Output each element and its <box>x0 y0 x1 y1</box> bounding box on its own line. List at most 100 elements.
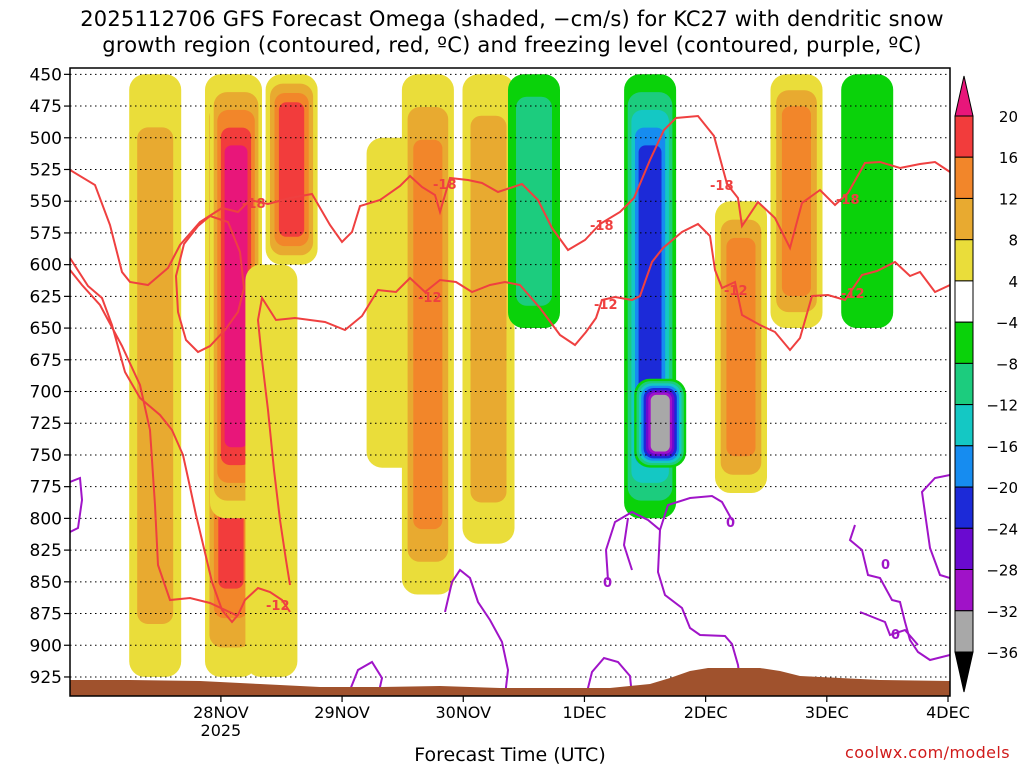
colorbar-swatch <box>954 239 974 282</box>
chart-title: 2025112706 GFS Forecast Omega (shaded, −… <box>0 6 1024 58</box>
y-tick-label: 625 <box>30 287 62 307</box>
colorbar-label: −20 <box>986 479 1018 497</box>
freezing-contour-line <box>859 611 919 646</box>
freezing-contour-line <box>920 474 950 579</box>
colorbar-bottom-arrow <box>954 651 974 693</box>
pressure-gridlines <box>70 73 950 678</box>
colorbar-label: 4 <box>1008 273 1018 291</box>
x-tick-label: 29NOV <box>314 703 370 722</box>
omega-shade-cell <box>278 102 305 237</box>
freezing-contour-labels: 0 0 0 0 <box>603 516 900 643</box>
contour-label: -18 <box>710 179 734 194</box>
freezing-contour-line <box>622 494 733 571</box>
y-tick-label: 675 <box>30 351 62 371</box>
y-tick-label: 500 <box>30 129 62 149</box>
colorbar-label: 16 <box>999 149 1018 167</box>
colorbar-swatch <box>954 610 974 653</box>
freezing-contour-line <box>444 568 510 696</box>
omega-shade-cell <box>137 127 174 625</box>
y-tick-label: 650 <box>30 319 62 339</box>
freezing-contour-line <box>349 660 384 696</box>
x-tick-label: 3DEC <box>805 703 849 722</box>
omega-shade-cell <box>413 139 443 530</box>
colorbar-label: −24 <box>986 520 1018 538</box>
chart-title-line1: 2025112706 GFS Forecast Omega (shaded, −… <box>80 7 944 31</box>
colorbar-label: −4 <box>996 314 1018 332</box>
contour-label: -18 <box>836 193 860 208</box>
colorbar-label: 20 <box>999 108 1018 126</box>
y-tick-label: 875 <box>30 605 62 625</box>
y-tick-label: 550 <box>30 192 62 212</box>
y-axis: 450 475 500 525 550 575 600 625 650 675 700 725 750 7… <box>30 65 70 688</box>
y-tick-label: 800 <box>30 509 62 529</box>
y-tick-label: 925 <box>30 668 62 688</box>
y-tick-label: 475 <box>30 97 62 117</box>
colorbar-label: −12 <box>986 397 1018 415</box>
colorbar-top-arrow <box>954 75 974 117</box>
y-tick-label: 600 <box>30 256 62 276</box>
colorbar-label: −28 <box>986 562 1018 580</box>
omega-shade-cell <box>245 264 298 677</box>
dgz-contour-line <box>70 257 291 624</box>
colorbar-swatch <box>954 445 974 488</box>
x-tick-label: 30NOV <box>435 703 491 722</box>
omega-shade-cell <box>470 115 507 503</box>
contour-label: -18 <box>590 219 614 234</box>
dgz-contour-labels: -18 -18 -18 -18 -18 -12 -12 -12 -12 -12 <box>242 178 865 614</box>
x-tick-label: 4DEC <box>926 703 970 722</box>
contour-label: -12 <box>418 291 442 306</box>
freezing-contour-line <box>848 524 950 662</box>
dgz-contour-line <box>70 114 950 287</box>
omega-shading <box>129 74 894 677</box>
y-tick-label: 825 <box>30 541 62 561</box>
dgz-contour-line <box>256 222 950 586</box>
colorbar-swatch <box>954 486 974 529</box>
colorbar-label: −36 <box>986 644 1018 662</box>
contour-label: -18 <box>433 178 457 193</box>
colorbar-swatch <box>954 198 974 241</box>
freezing-contours <box>70 474 950 696</box>
y-tick-label: 725 <box>30 414 62 434</box>
y-tick-label: 450 <box>30 65 62 85</box>
freezing-contour-line <box>70 476 84 533</box>
colorbar-label: −32 <box>986 603 1018 621</box>
colorbar-swatch <box>954 280 974 323</box>
y-tick-label: 575 <box>30 224 62 244</box>
contour-label: -12 <box>841 287 865 302</box>
freezing-contour-line <box>585 656 633 696</box>
colorbar-swatch <box>954 115 974 158</box>
colorbar-swatch <box>954 569 974 612</box>
colorbar-label: 8 <box>1008 232 1018 250</box>
plot-area: -18 -18 -18 -18 -18 -12 -12 -12 -12 -12 … <box>70 68 950 696</box>
terrain-surface <box>70 668 950 696</box>
dgz-contour-line <box>174 214 246 354</box>
contour-label: 0 <box>603 576 612 591</box>
contour-label: -12 <box>724 284 748 299</box>
colorbar-swatch <box>954 362 974 406</box>
site-credit: coolwx.com/models <box>845 743 1010 762</box>
contour-label: -12 <box>266 599 290 614</box>
chart-title-line2: growth region (contoured, red, ºC) and f… <box>102 33 922 57</box>
colorbar: 20 16 12 8 4 −4 −8 −12 −16 −20 −24 −28 −32 −36 <box>954 75 1018 693</box>
colorbar-swatch <box>954 321 974 364</box>
freezing-contour-line <box>604 510 743 696</box>
x-tick-label: 28NOV <box>193 703 249 722</box>
colorbar-label: −16 <box>986 438 1018 456</box>
y-tick-label: 700 <box>30 383 62 403</box>
contour-label: 0 <box>891 628 900 643</box>
x-tick-label: 1DEC <box>563 703 607 722</box>
colorbar-label: 12 <box>999 190 1018 208</box>
colorbar-label: −8 <box>996 355 1018 373</box>
y-tick-label: 750 <box>30 446 62 466</box>
y-tick-label: 775 <box>30 478 62 498</box>
y-tick-label: 900 <box>30 636 62 656</box>
y-tick-label: 525 <box>30 160 62 180</box>
plot-frame <box>69 67 951 697</box>
dgz-contours <box>70 114 950 624</box>
y-tick-label: 850 <box>30 573 62 593</box>
x-tick-label: 2DEC <box>684 703 728 722</box>
x-axis-title: Forecast Time (UTC) <box>414 744 606 766</box>
colorbar-swatch <box>954 156 974 199</box>
